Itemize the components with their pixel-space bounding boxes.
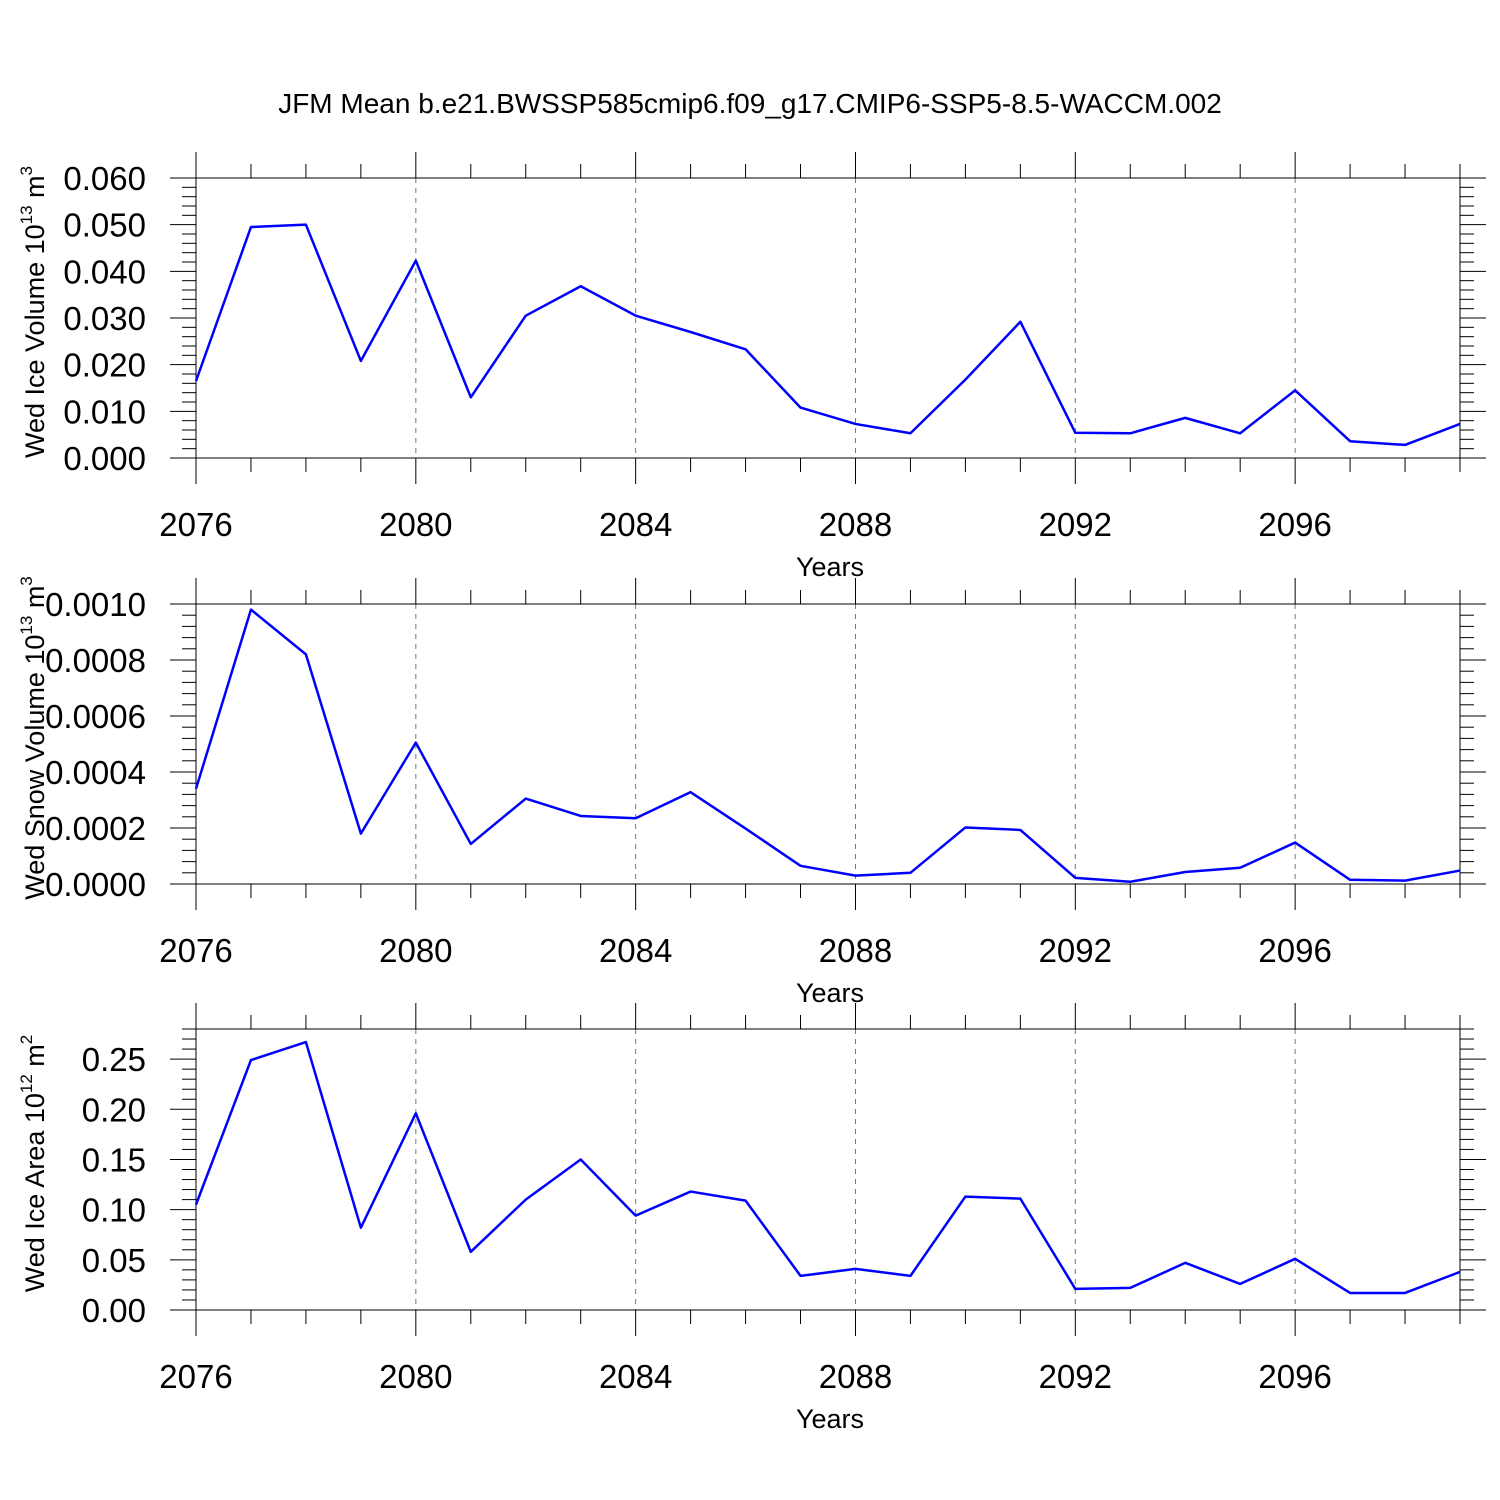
x-tick-label: 2096 <box>1258 932 1331 969</box>
y-axis-title: Wed Snow Volume 1013 m3 <box>17 576 50 900</box>
x-tick-label: 2076 <box>159 932 232 969</box>
y-tick-label: 0.00 <box>82 1292 146 1329</box>
y-axis-title-unit: m <box>20 586 50 616</box>
plot-frame <box>195 603 1461 885</box>
y-axis-title-unit: m <box>20 1044 50 1074</box>
y-axis-title: Wed Ice Area 1012 m2 <box>17 1035 50 1293</box>
chart-panel-2: 2076 2080 2084 2088 2092 2096 0.0000 0.0002 0.00… <box>17 576 1486 1008</box>
y-axis-title-unit-exponent: 3 <box>17 166 36 175</box>
x-tick-label: 2076 <box>159 506 232 543</box>
x-tick-label: 2092 <box>1039 932 1112 969</box>
plot-frame <box>195 1028 1461 1311</box>
x-tick-label: 2080 <box>379 506 452 543</box>
data-series-line <box>194 223 1461 447</box>
y-axis-title-unit-exponent: 3 <box>17 576 36 585</box>
y-tick-label: 0.040 <box>63 253 146 290</box>
panels: 2076 2080 2084 2088 2092 2096 0.000 0.010 0.020 0… <box>17 152 1486 1434</box>
x-tick-label: 2092 <box>1039 506 1112 543</box>
x-tick-label: 2076 <box>159 1358 232 1395</box>
figure-title: JFM Mean b.e21.BWSSP585cmip6.f09_g17.CMI… <box>278 88 1222 119</box>
data-series-line <box>194 1040 1461 1295</box>
y-tick-label: 0.0000 <box>45 866 146 903</box>
x-tick-label: 2096 <box>1258 1358 1331 1395</box>
chart-panel-3: 2076 2080 2084 2088 2092 2096 0.00 0.05 0.10 0.15… <box>17 1003 1486 1434</box>
y-tick-label: 0.15 <box>82 1141 146 1178</box>
y-tick-label: 0.020 <box>63 347 146 384</box>
y-axis-title-text: Wed Snow Volume 10 <box>20 635 50 900</box>
y-tick-label: 0.030 <box>63 300 146 337</box>
x-tick-label: 2080 <box>379 932 452 969</box>
y-tick-label: 0.0006 <box>45 698 146 735</box>
y-tick-label: 0.25 <box>82 1041 146 1078</box>
y-tick-label: 0.10 <box>82 1192 146 1229</box>
x-tick-label: 2096 <box>1258 506 1331 543</box>
x-axis-title: Years <box>796 978 864 1008</box>
y-tick-label: 0.010 <box>63 393 146 430</box>
y-tick-label: 0.0010 <box>45 586 146 623</box>
y-tick-label: 0.05 <box>82 1242 146 1279</box>
x-tick-label: 2092 <box>1039 1358 1112 1395</box>
y-axis-title-text: Wed Ice Area 10 <box>20 1093 50 1292</box>
x-tick-label: 2088 <box>819 1358 892 1395</box>
y-tick-label: 0.050 <box>63 207 146 244</box>
y-axis-title-text: Wed Ice Volume 10 <box>20 224 50 458</box>
y-tick-label: 0.0008 <box>45 642 146 679</box>
y-tick-label: 0.060 <box>63 160 146 197</box>
x-tick-label: 2080 <box>379 1358 452 1395</box>
y-tick-label: 0.0002 <box>45 810 146 847</box>
y-tick-label: 0.20 <box>82 1091 146 1128</box>
x-axis-title: Years <box>796 552 864 582</box>
y-axis-title-exponent: 12 <box>17 1074 36 1093</box>
y-axis-title-unit-exponent: 2 <box>17 1035 36 1044</box>
x-tick-label: 2088 <box>819 506 892 543</box>
chart-panel-1: 2076 2080 2084 2088 2092 2096 0.000 0.010 0.020 0… <box>17 152 1486 582</box>
x-axis-title: Years <box>796 1404 864 1434</box>
y-tick-label: 0.0004 <box>45 754 146 791</box>
x-tick-label: 2084 <box>599 506 672 543</box>
y-axis-title: Wed Ice Volume 1013 m3 <box>17 166 50 458</box>
y-axis-title-unit: m <box>20 175 50 205</box>
x-tick-label: 2088 <box>819 932 892 969</box>
x-tick-label: 2084 <box>599 932 672 969</box>
y-tick-label: 0.000 <box>63 440 146 477</box>
x-tick-label: 2084 <box>599 1358 672 1395</box>
y-axis-title-exponent: 13 <box>17 616 36 635</box>
data-series-line <box>194 608 1461 884</box>
y-axis-title-exponent: 13 <box>17 205 36 224</box>
